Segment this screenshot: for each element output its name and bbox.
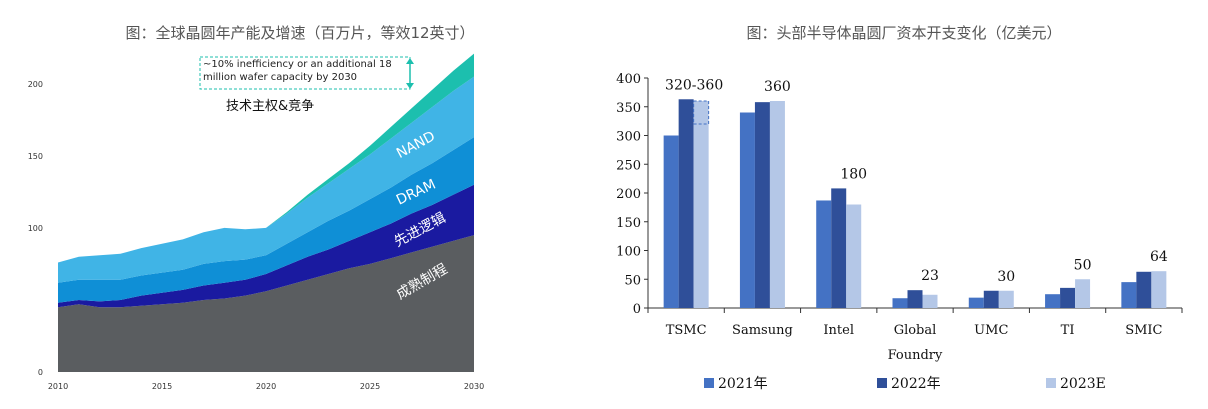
bar-Global-2 (922, 294, 938, 308)
bar-y-tick: 250 (616, 158, 641, 173)
bar-SMIC-0 (1121, 282, 1137, 308)
bar-SMIC-1 (1136, 271, 1152, 308)
bar-TSMC-1 (678, 99, 694, 309)
area-x-tick: 2010 (48, 382, 68, 391)
bar-value-label: 50 (1074, 257, 1092, 273)
annotation-arrow-head-bottom (406, 83, 414, 89)
bar-UMC-0 (968, 297, 984, 308)
capacity-chart-title: 图：全球晶圆年产能及增速（百万片，等效12英寸） (125, 24, 475, 42)
bar-TSMC-2 (693, 124, 709, 308)
bar-TI-2 (1075, 279, 1091, 308)
bar-category-label: Intel (823, 323, 854, 338)
bar-category-label: Samsung (732, 323, 793, 338)
bar-y-tick: 350 (616, 101, 641, 116)
bar-Global-1 (907, 290, 923, 308)
bar-Global-0 (892, 298, 908, 308)
tech-sovereignty-label: 技术主权&竞争 (226, 98, 314, 114)
annotation-arrow-head-top (406, 58, 414, 64)
bar-value-label: 30 (997, 269, 1015, 285)
area-x-tick: 2020 (256, 382, 276, 391)
bar-TI-1 (1060, 287, 1076, 308)
area-x-tick: 2015 (152, 382, 172, 391)
legend-label-0: 2021年 (718, 376, 768, 392)
legend-swatch-2 (1046, 378, 1056, 388)
bar-y-tick: 150 (616, 216, 641, 231)
bar-value-label: 23 (921, 268, 939, 284)
bar-TI-0 (1045, 294, 1061, 308)
area-series-3 (58, 76, 474, 283)
bar-category-label: UMC (974, 323, 1008, 338)
bar-SMIC-2 (1151, 271, 1167, 308)
area-series-0 (58, 235, 474, 372)
tsmc-2023-range (693, 100, 710, 125)
area-y-tick: 200 (28, 80, 43, 89)
bar-y-tick: 100 (616, 245, 641, 260)
bar-category-label: TSMC (666, 323, 707, 338)
bar-Samsung-1 (754, 102, 770, 309)
legend-label-2: 2023E (1060, 376, 1106, 392)
capacity-area-chart: 2010 2015 2020 2025 2030 0 100 150 200 ~10% inef… (28, 53, 484, 391)
bar-y-tick: 0 (633, 302, 641, 317)
area-y-tick: 150 (28, 152, 43, 161)
bar-TSMC-0 (663, 135, 679, 308)
area-series-1 (58, 184, 474, 308)
bar-value-label: 320-360 (665, 77, 723, 93)
bar-Samsung-2 (769, 101, 785, 308)
bar-y-tick: 200 (616, 187, 641, 202)
bar-x-axis-title: Foundry (888, 348, 943, 363)
bar-y-tick: 300 (616, 130, 641, 145)
area-x-tick: 2030 (464, 382, 484, 391)
legend-label-1: 2022年 (891, 376, 941, 392)
bar-UMC-1 (983, 290, 999, 308)
bar-UMC-2 (998, 290, 1014, 308)
capex-bar-chart: 0 50 100 150 200 250 300 350 400 TSMC Samsung Intel… (616, 72, 1183, 392)
bar-Intel-0 (816, 200, 832, 308)
bar-value-label: 64 (1150, 249, 1168, 265)
bar-category-label: Global (894, 323, 937, 338)
bar-Intel-2 (846, 204, 862, 308)
bar-y-tick: 400 (616, 72, 641, 87)
area-x-tick: 2025 (360, 382, 380, 391)
legend-swatch-0 (704, 378, 714, 388)
capex-chart-title: 图：头部半导体晶圆厂资本开支变化（亿美元） (746, 24, 1062, 42)
bar-value-label: 180 (840, 166, 867, 182)
capacity-chart-panel: 图：全球晶圆年产能及增速（百万片，等效12英寸） 2010 2015 2020 202… (0, 0, 600, 409)
area-y-tick: 0 (38, 368, 43, 377)
bar-Intel-1 (831, 188, 847, 308)
annotation-text: ~10% inefficiency or an additional 18 mi… (203, 59, 392, 83)
bar-category-label: TI (1061, 323, 1075, 338)
bar-Samsung-0 (739, 112, 755, 308)
capex-chart-panel: 图：头部半导体晶圆厂资本开支变化（亿美元） 0 50 100 150 200 250 300… (600, 0, 1208, 409)
bar-category-label: SMIC (1125, 323, 1162, 338)
area-y-tick: 100 (28, 224, 43, 233)
legend-swatch-1 (877, 378, 887, 388)
bar-y-tick: 50 (624, 273, 641, 288)
area-series-2 (58, 137, 474, 303)
bar-value-label: 360 (764, 79, 791, 95)
